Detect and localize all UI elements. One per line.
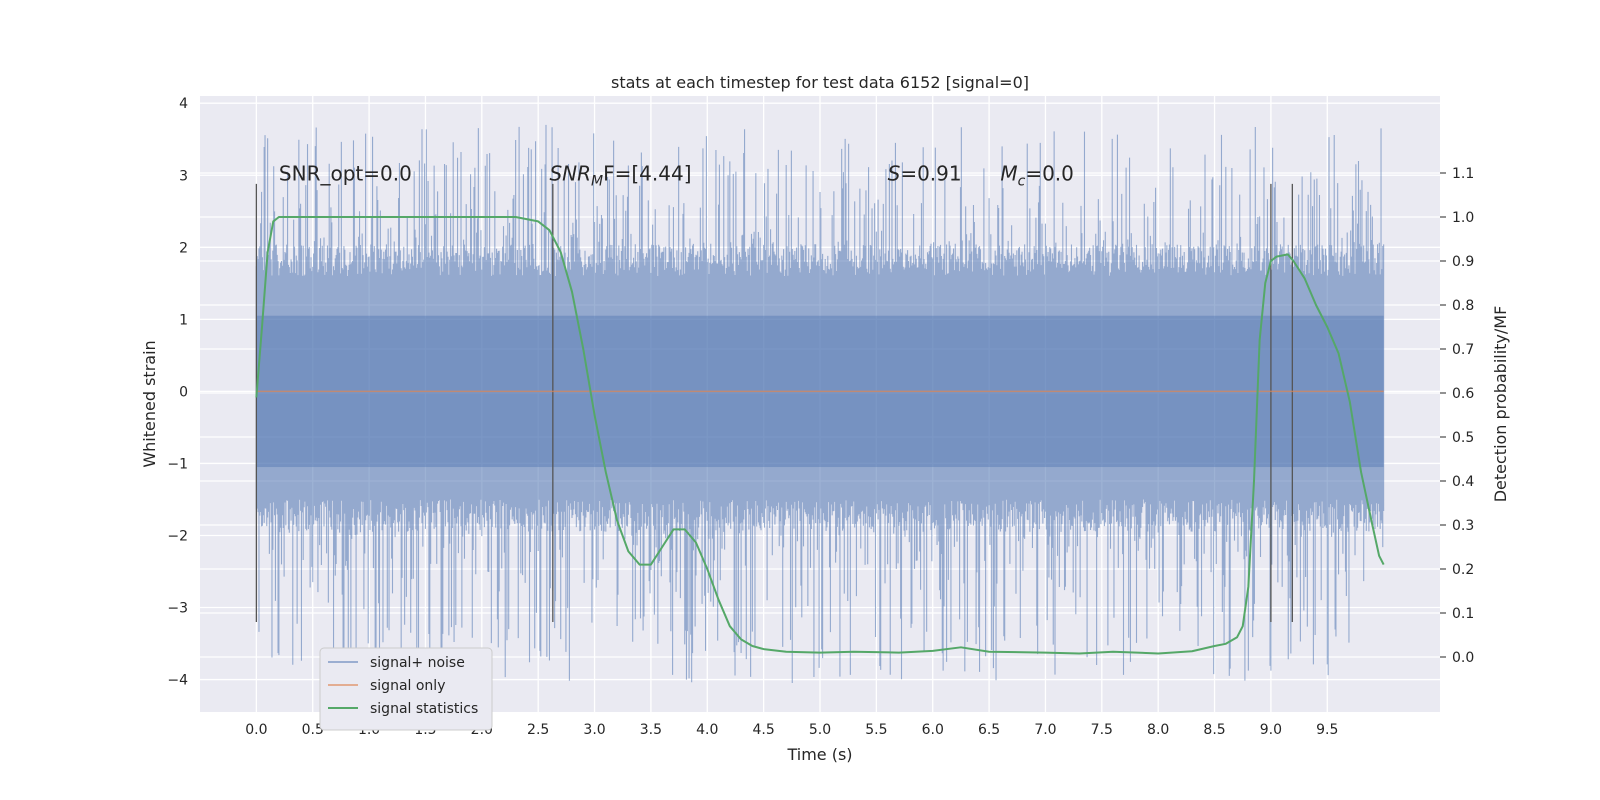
y2-tick-label: 0.0	[1452, 650, 1474, 666]
x-tick-label: 7.5	[1091, 722, 1113, 738]
legend-frame	[319, 647, 493, 731]
y-tick-label: 3	[179, 168, 188, 184]
y-axis-label: Whitened strain	[140, 340, 159, 467]
y-tick-label: −4	[167, 673, 188, 689]
y2-tick-label: 1.0	[1452, 210, 1474, 226]
y-tick-label: 4	[179, 96, 188, 112]
x-tick-label: 3.0	[583, 722, 605, 738]
x-ticks: 0.00.51.01.52.02.53.03.54.04.55.05.56.06…	[245, 722, 1338, 738]
chart-title: stats at each timestep for test data 615…	[611, 73, 1029, 92]
y2-tick-label: 0.9	[1452, 254, 1474, 270]
series-lines	[255, 216, 1385, 655]
x-axis-label: Time (s)	[786, 745, 852, 764]
x-tick-label: 8.5	[1203, 722, 1225, 738]
x-tick-label: 2.5	[527, 722, 549, 738]
y2-tick-label: 0.7	[1452, 342, 1474, 358]
y2-tick-label: 0.8	[1452, 298, 1474, 314]
y2-ticks: 1.1 1.0 0.9 0.8 0.7 0.6 0.5 0.4 0.3 0.2 0.1 0.0	[1440, 166, 1474, 666]
x-tick-label: 7.0	[1034, 722, 1056, 738]
x-tick-label: 9.5	[1316, 722, 1338, 738]
x-tick-label: 6.0	[922, 722, 944, 738]
annotation-2: S=0.91	[888, 161, 962, 185]
x-tick-label: 0.5	[302, 722, 324, 738]
x-tick-label: 4.0	[696, 722, 718, 738]
x-tick-label: 3.5	[640, 722, 662, 738]
legend-label-signal-only: signal only	[370, 678, 445, 694]
y-tick-label: −1	[167, 456, 188, 472]
x-tick-label: 4.5	[753, 722, 775, 738]
legend: signal+ noise signal only signal statist…	[319, 647, 493, 731]
y-tick-label: 2	[179, 240, 188, 256]
y-ticks: 4 3 2 1 0 −1 −2 −3 −4	[167, 96, 188, 688]
legend-label-signal-noise: signal+ noise	[370, 655, 465, 671]
y2-tick-label: 0.3	[1452, 518, 1474, 534]
y2-axis-label: Detection probability/MF	[1491, 306, 1510, 503]
x-tick-label: 5.0	[809, 722, 831, 738]
y2-tick-label: 0.2	[1452, 562, 1474, 578]
y-tick-label: 1	[179, 312, 188, 328]
y-tick-label: −2	[167, 528, 188, 544]
annotation-3: Mc=0.0	[1000, 161, 1074, 189]
y2-tick-label: 0.4	[1452, 474, 1474, 490]
x-tick-label: 5.5	[865, 722, 887, 738]
y-tick-label: 0	[179, 384, 188, 400]
y2-tick-label: 0.5	[1452, 430, 1474, 446]
x-tick-label: 9.0	[1260, 722, 1282, 738]
x-tick-label: 6.5	[978, 722, 1000, 738]
x-tick-label: 0.0	[245, 722, 267, 738]
y2-tick-label: 0.1	[1452, 606, 1474, 622]
vertical-markers	[255, 183, 1293, 622]
x-tick-label: 8.0	[1147, 722, 1169, 738]
y-tick-label: −3	[167, 601, 188, 617]
annotation-0: SNR_opt=0.0	[279, 161, 412, 185]
annotation-1: SNRMF=[4.44]	[549, 161, 691, 189]
signal-statistics-line	[255, 216, 1385, 655]
annotations: SNR_opt=0.0 SNRMF=[4.44] S=0.91 Mc=0.0	[279, 161, 1074, 189]
legend-label-signal-statistics: signal statistics	[370, 701, 478, 717]
y2-tick-label: 0.6	[1452, 386, 1474, 402]
y2-tick-label: 1.1	[1452, 166, 1474, 182]
